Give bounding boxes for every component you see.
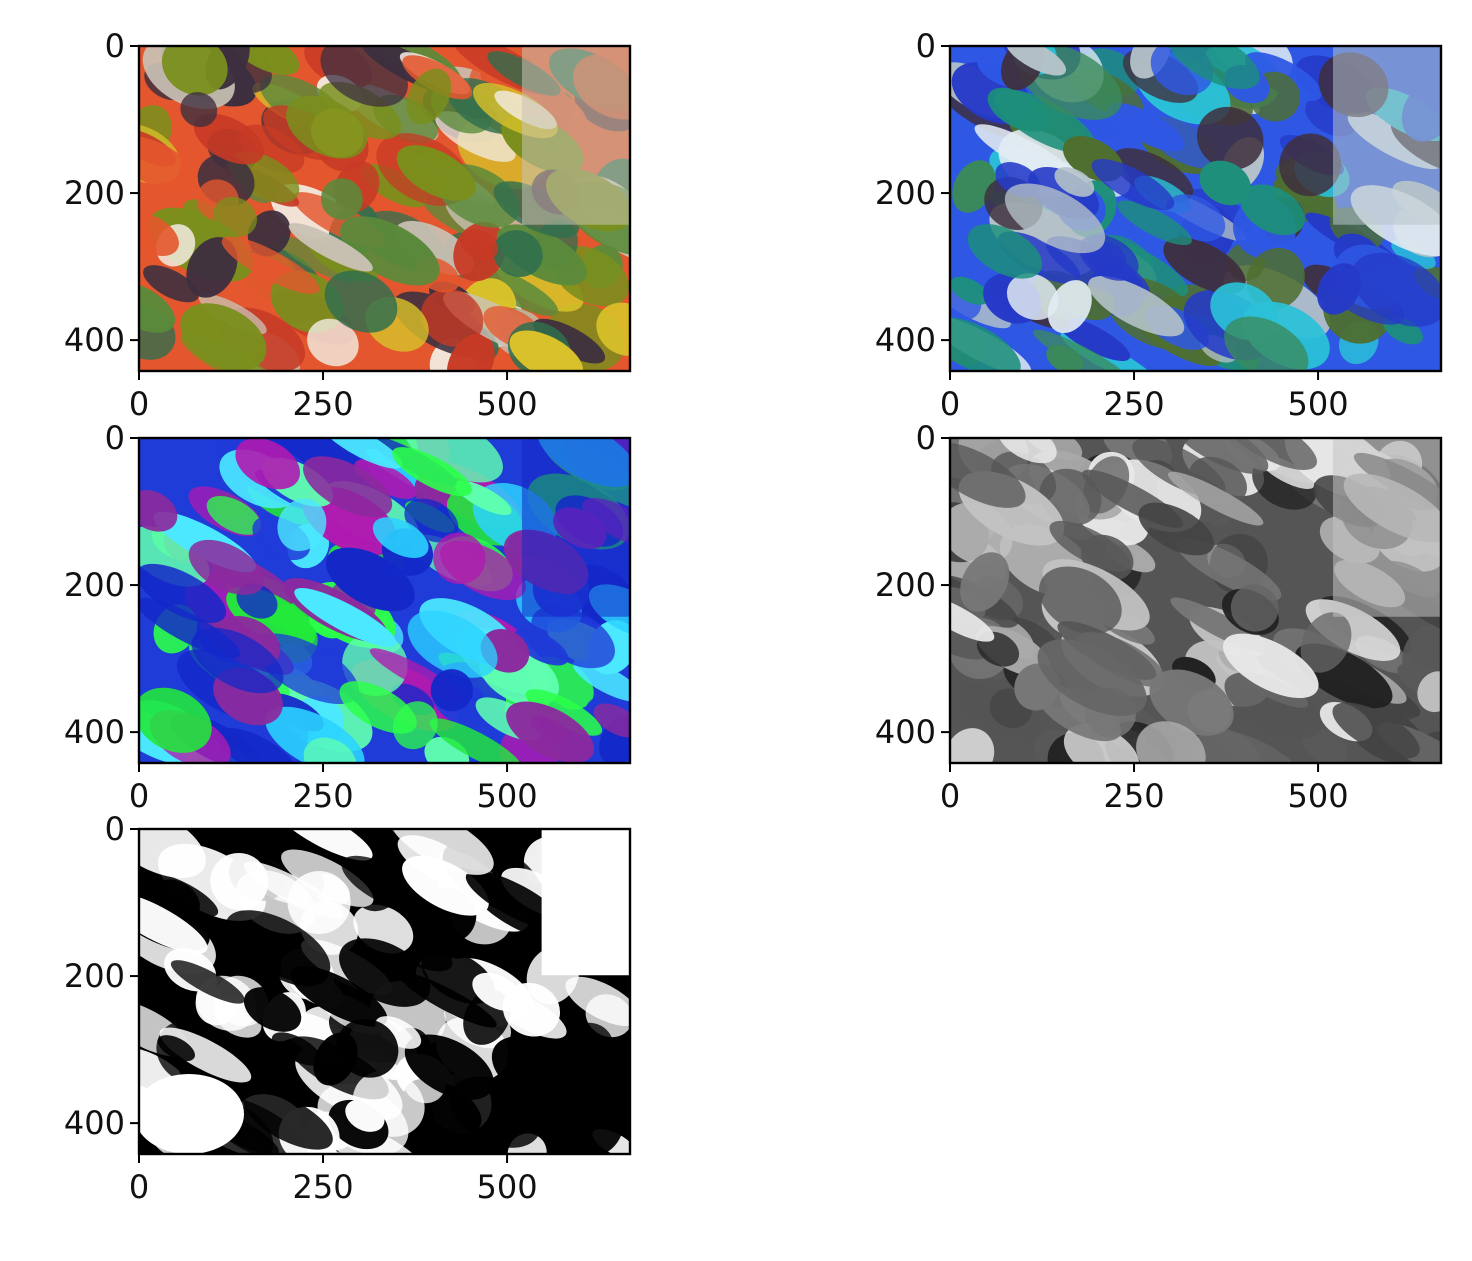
y-tick-label: 200	[64, 957, 125, 995]
y-tick-label: 200	[875, 566, 936, 604]
x-tick-label: 500	[477, 1168, 538, 1206]
x-tick-label: 250	[292, 1168, 353, 1206]
y-tick-label: 400	[64, 1104, 125, 1142]
x-tick-label: 0	[940, 385, 960, 423]
subplot-hsv-converted-image: 0 250 500 0 200 400	[64, 419, 632, 815]
x-tick-label: 500	[477, 385, 538, 423]
hsv-converted-image	[139, 438, 630, 763]
x-tick-label: 500	[1288, 385, 1349, 423]
x-tick-label: 250	[292, 777, 353, 815]
x-tick-label: 250	[292, 385, 353, 423]
axes-frame	[948, 436, 1443, 765]
grayscale-image	[950, 438, 1441, 763]
y-tick-label: 0	[105, 419, 125, 457]
subplot-grayscale-image: 0 250 500 0 200 400	[875, 419, 1443, 815]
x-tick-label: 500	[1288, 777, 1349, 815]
axes-frame	[137, 44, 632, 373]
x-tick-label: 0	[129, 1168, 149, 1206]
y-tick-label: 400	[875, 321, 936, 359]
y-tick-label: 400	[64, 713, 125, 751]
y-tick-label: 0	[105, 810, 125, 848]
x-tick-label: 250	[1103, 777, 1164, 815]
x-tick-label: 250	[1103, 385, 1164, 423]
x-tick-label: 500	[477, 777, 538, 815]
y-tick-label: 200	[64, 174, 125, 212]
y-tick-label: 0	[916, 419, 936, 457]
x-tick-label: 0	[129, 777, 149, 815]
binary-threshold-image	[139, 829, 630, 1154]
y-tick-label: 0	[105, 27, 125, 65]
y-tick-label: 200	[875, 174, 936, 212]
channel-swapped-image	[950, 46, 1441, 371]
y-tick-label: 400	[875, 713, 936, 751]
subplot-binary-threshold-image: 0 250 500 0 200 400	[64, 810, 632, 1206]
x-tick-label: 0	[940, 777, 960, 815]
y-tick-label: 400	[64, 321, 125, 359]
original-vegetable-market-image	[139, 46, 630, 371]
axes-frame	[948, 44, 1443, 373]
subplot-original-vegetable-market-image: 0 250 500 0 200 400	[64, 27, 632, 423]
y-tick-label: 0	[916, 27, 936, 65]
y-tick-label: 200	[64, 566, 125, 604]
axes-frame	[137, 436, 632, 765]
x-tick-label: 0	[129, 385, 149, 423]
subplot-channel-swapped-image: 0 250 500 0 200 400	[875, 27, 1443, 423]
axes-frame	[137, 827, 632, 1156]
